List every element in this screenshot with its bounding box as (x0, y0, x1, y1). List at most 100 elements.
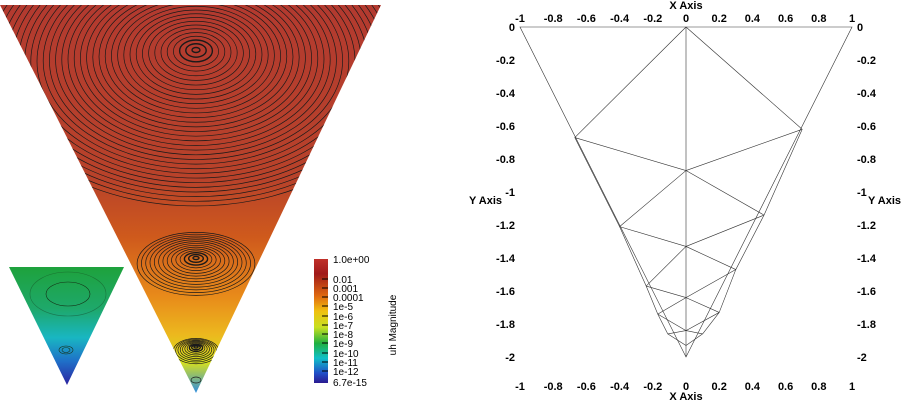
x-tick-label-bottom: 1 (849, 381, 855, 393)
streamline-ring (179, 340, 213, 359)
colorbar: 1.0e+00 0.01 0.001 0.0001 1e-5 1e-6 1e-7… (314, 255, 399, 389)
streamline-ring (98, 5, 294, 123)
x-tick-label-top: -1 (515, 13, 525, 25)
streamline-ring (148, 20, 244, 86)
colorbar-title: uh Magnitude (388, 294, 399, 355)
y-tick-label-left: -1 (505, 187, 515, 199)
x-tick-label-top: -0.6 (577, 13, 596, 25)
x-tick-label-top: -0.2 (643, 13, 662, 25)
y-tick-label-left: -1.8 (496, 319, 515, 331)
x-tick-label-bottom: 0 (683, 381, 689, 393)
mesh-edge (685, 170, 765, 216)
streamline-ring (104, 5, 288, 118)
colorbar-label-7: 1e-8 (333, 330, 353, 341)
x-tick-label-top: 0.6 (778, 13, 793, 25)
streamline-ring (162, 243, 230, 280)
mesh-edge (619, 226, 647, 287)
y-tick-label-right: -1 (857, 187, 867, 199)
x-tick-label-top: -0.4 (610, 13, 630, 25)
streamline-ring (166, 32, 226, 72)
y-tick-label-right: -1.4 (857, 253, 877, 265)
y-tick-label-right: -1.2 (857, 220, 876, 232)
mesh-edge (619, 226, 687, 247)
colorbar-label-3: 0.0001 (333, 293, 364, 304)
streamline-ring (145, 235, 247, 291)
streamline-ring (192, 255, 200, 261)
x-tick-label-bottom: -0.6 (577, 381, 596, 393)
streamline-ring (187, 253, 204, 264)
streamline-ring (129, 9, 263, 100)
mesh-edge (657, 297, 687, 315)
streamline-ring (86, 5, 306, 132)
streamline-ring (73, 5, 319, 142)
colorbar-gradient (314, 259, 328, 383)
streamline-ring (0, 5, 381, 202)
y-tick-label-left: -1.2 (496, 220, 515, 232)
mesh-edge (685, 333, 703, 346)
mesh-edge (574, 137, 620, 227)
y-tick-label-left: -0.8 (496, 154, 515, 166)
y-tick-label-right: -0.8 (857, 154, 876, 166)
streamline-ring (166, 244, 226, 277)
mesh-edge (646, 285, 687, 298)
colorbar-label-12: 6.7e-15 (333, 378, 367, 389)
colorbar-label-8: 1e-9 (333, 339, 353, 350)
streamline-ring (0, 5, 381, 207)
mesh-edge (763, 129, 803, 216)
streamline-ring (117, 5, 275, 109)
streamline-ring (158, 241, 234, 282)
streamline-ring (184, 342, 208, 356)
y-tick-label-right: 0 (857, 22, 863, 34)
streamline-ring (149, 237, 243, 288)
mesh-edge (667, 333, 687, 346)
x-tick-label-bottom: 0.4 (745, 381, 761, 393)
mesh-edge (619, 170, 687, 227)
mesh-edge (685, 246, 736, 270)
colorbar-label-2: 0.001 (333, 284, 358, 295)
mesh-edge (645, 285, 659, 315)
mesh-edge (685, 26, 803, 130)
mesh-edge (718, 269, 737, 313)
x-tick-label-bottom: -1 (515, 381, 525, 393)
y-tick-label-left: 0 (509, 22, 515, 34)
streamline-ring (154, 24, 238, 81)
x-tick-label-bottom: -0.2 (643, 381, 662, 393)
streamline-ring (55, 5, 337, 156)
x-tick-label-bottom: 0.6 (778, 381, 793, 393)
streamline-ring (61, 5, 331, 151)
streamline-ring (179, 250, 213, 269)
streamline-ring (49, 5, 343, 160)
mesh-edge (645, 246, 687, 287)
mesh-edge (685, 312, 720, 331)
streamline-ring (173, 35, 219, 67)
colorbar-label-9: 1e-10 (333, 349, 359, 360)
streamline-ring (193, 345, 199, 349)
y-axis-title-left: Y Axis (469, 195, 502, 207)
streamline-ring (191, 46, 201, 54)
y-tick-label-right: -0.4 (857, 88, 877, 100)
y-tick-label-right: -2 (857, 352, 867, 364)
streamline-ring (182, 341, 210, 358)
colorbar-label-0: 1.0e+00 (333, 255, 370, 266)
streamline-ring (153, 239, 239, 285)
streamline-ring (92, 5, 300, 128)
mesh-edge (685, 214, 765, 247)
colorbar-label-11: 1e-12 (333, 367, 359, 378)
streamline-ring (135, 13, 257, 95)
colorbar-label-10: 1e-11 (333, 358, 358, 369)
mesh-edge (685, 297, 720, 313)
streamline-ring (111, 5, 281, 114)
colorbar-label-1: 0.01 (333, 275, 353, 286)
colorbar-label-5: 1e-6 (333, 312, 353, 323)
mesh-edge (685, 269, 736, 298)
mesh-edge (657, 313, 669, 335)
streamline-ring (67, 5, 325, 146)
streamline-ring (123, 5, 269, 105)
streamline-ring (178, 39, 214, 63)
x-tick-label-bottom: 0.8 (811, 381, 826, 393)
x-axis-title-bottom: X Axis (669, 391, 702, 403)
streamline-ring (186, 343, 206, 354)
streamline-ring (141, 233, 251, 293)
streamline-ring (160, 28, 232, 77)
